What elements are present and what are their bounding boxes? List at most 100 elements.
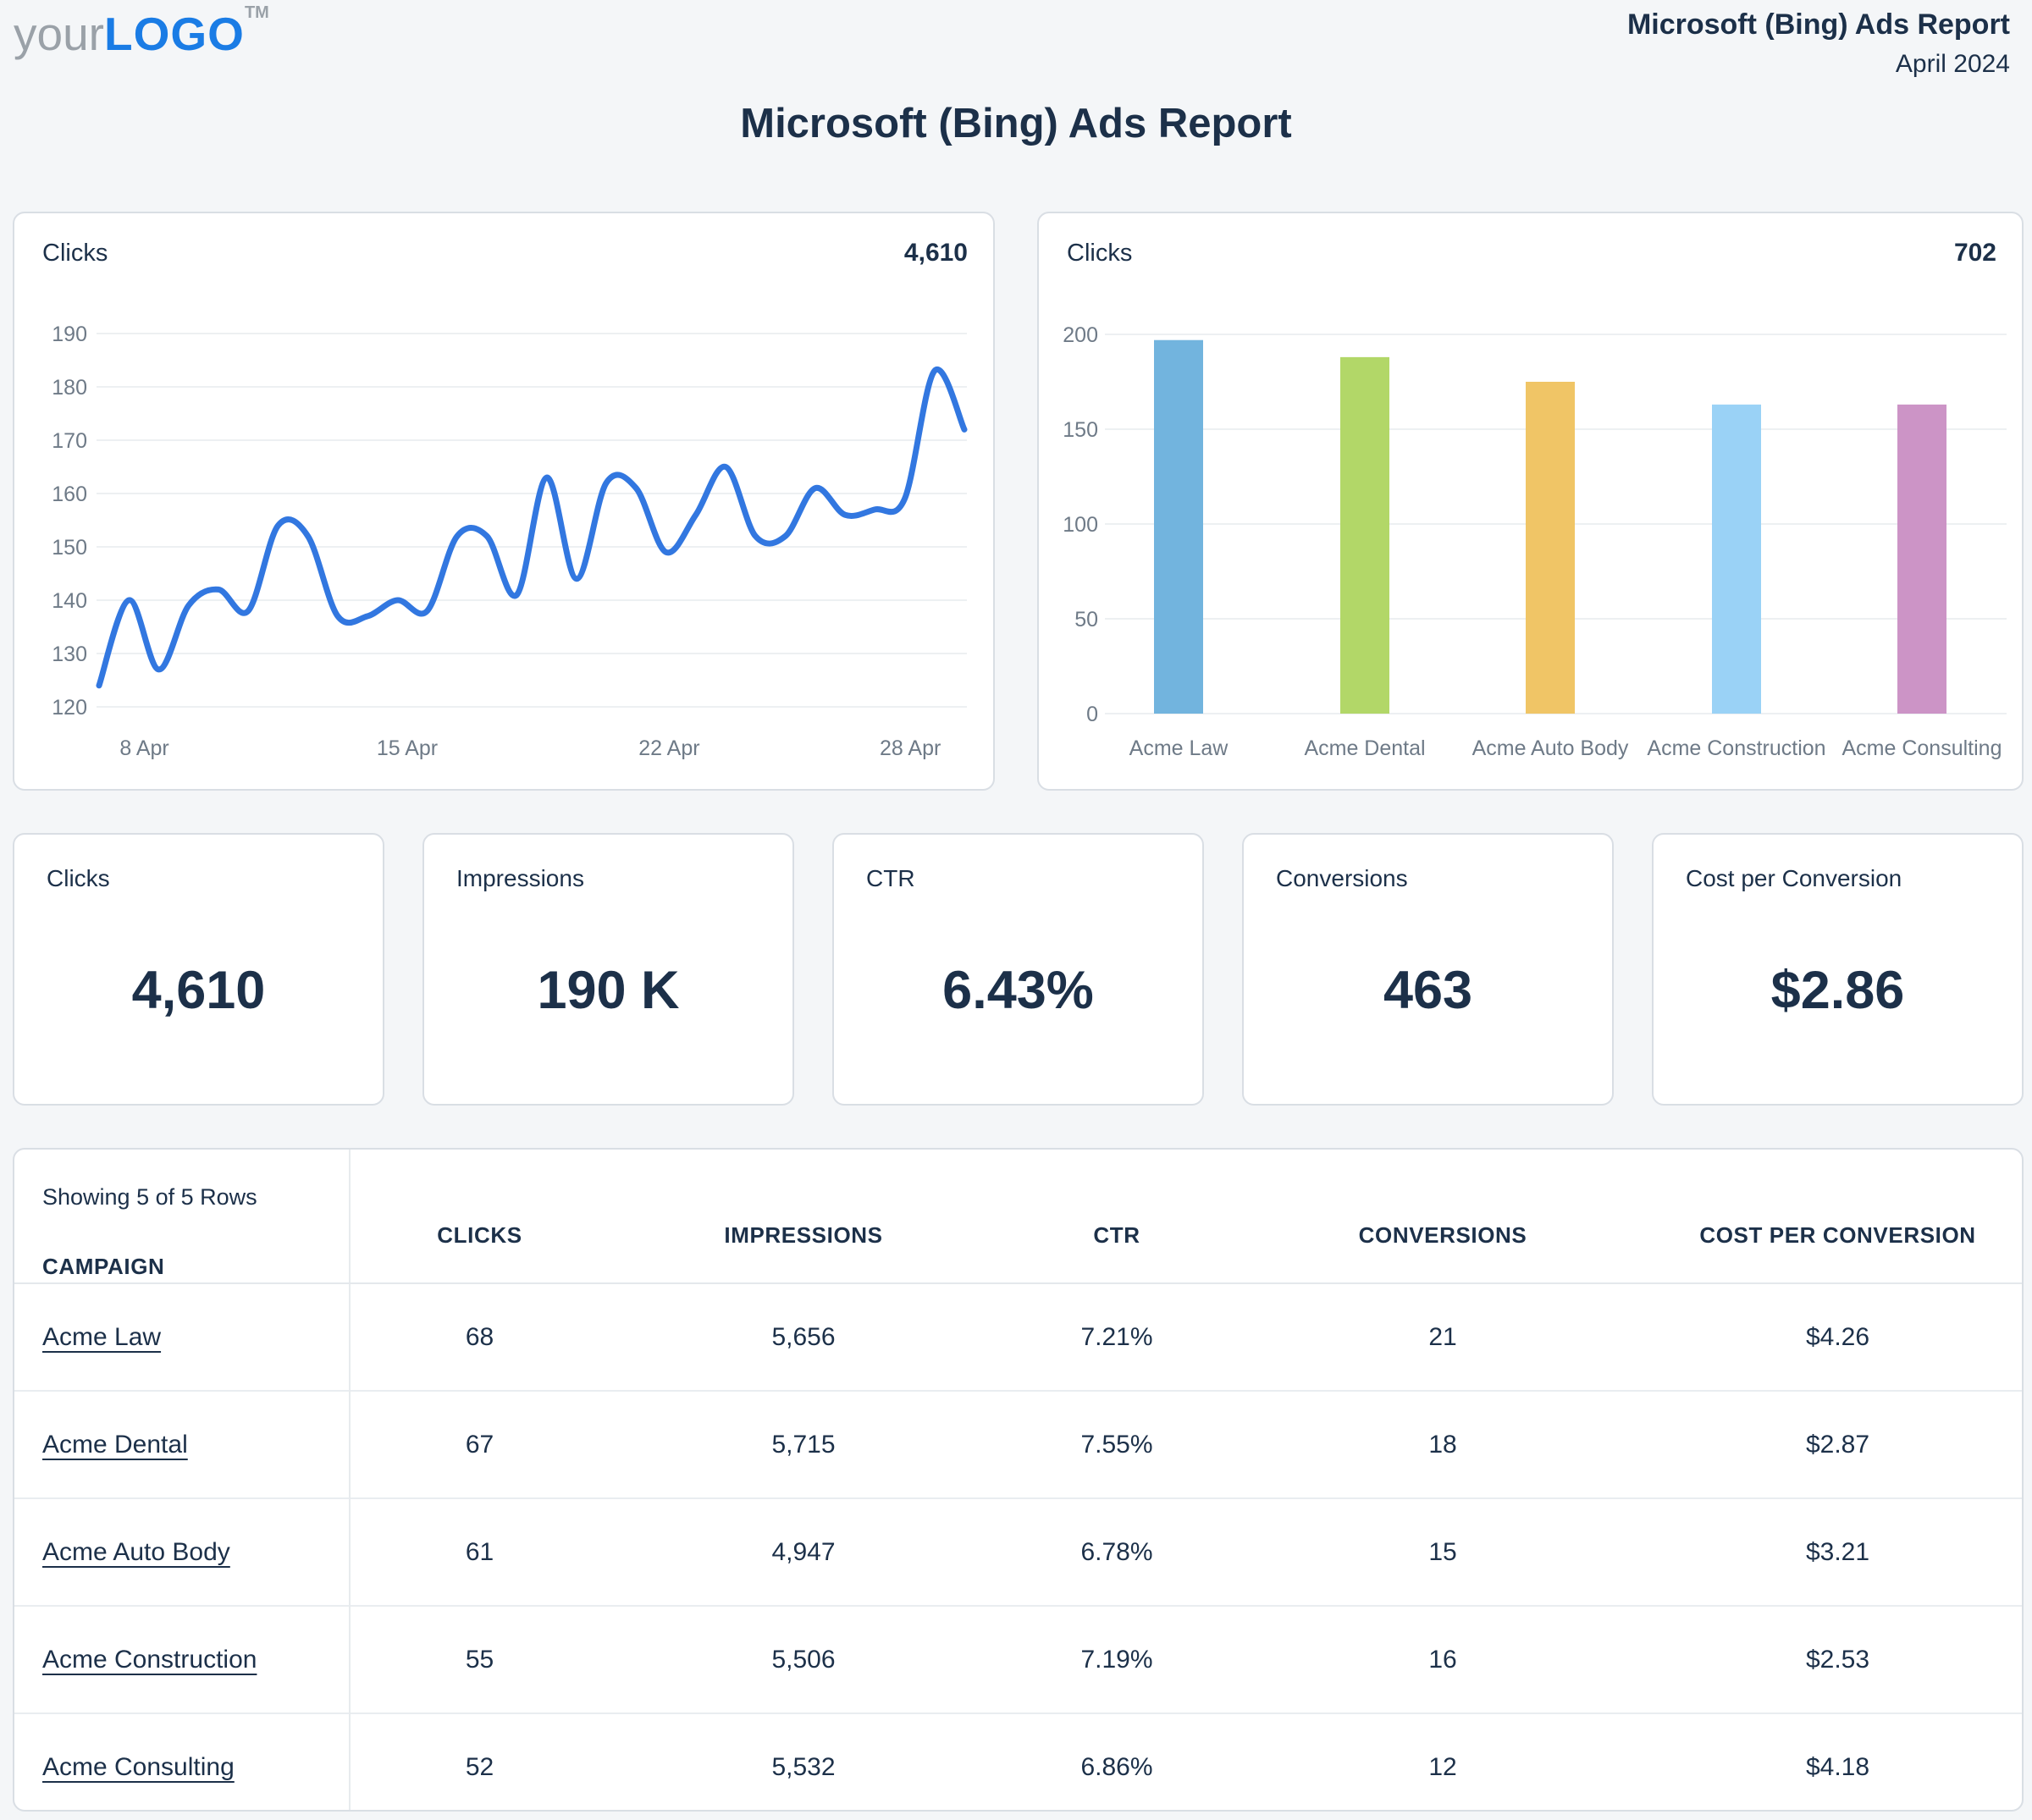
- cost-per-conversion-cell: $4.18: [1650, 1712, 2022, 1810]
- y-tick-label: 180: [52, 376, 87, 400]
- y-tick-label: 140: [52, 589, 87, 613]
- kpi-value: 463: [1383, 961, 1473, 1020]
- ctr-cell: 7.55%: [998, 1390, 1235, 1498]
- clicks-bar-chart: 200 150 100 50 0 Acme Law Acme Dental Acme Auto…: [1063, 323, 2007, 760]
- kpi-label: Cost per Conversion: [1686, 865, 1902, 891]
- campaign-table: Showing 5 of 5 Rows CAMPAIGN CLICKS IMPR…: [14, 1150, 2022, 1810]
- company-logo: yourLOGOTM: [14, 3, 269, 60]
- clicks-trend-line: [96, 366, 968, 689]
- ctr-cell: 6.86%: [998, 1712, 1235, 1810]
- y-tick-label: 130: [52, 643, 87, 666]
- top-header: yourLOGOTM Microsoft (Bing) Ads Report A…: [0, 0, 2032, 102]
- campaign-link-acme-dental[interactable]: Acme Dental: [42, 1430, 188, 1459]
- kpi-label: CTR: [866, 865, 915, 891]
- cost-per-conversion-cell: $2.87: [1650, 1390, 2022, 1498]
- column-header-conversions: CONVERSIONS: [1358, 1222, 1527, 1248]
- bar-acme-construction: [1712, 404, 1761, 714]
- header-report-title: Microsoft (Bing) Ads Report: [1626, 8, 2010, 41]
- bar-acme-auto-body: [1526, 382, 1575, 714]
- kpi-card-cost-per-conversion: Cost per Conversion $2.86: [1652, 833, 2024, 1106]
- x-category-label: Acme Dental: [1304, 736, 1425, 760]
- impressions-cell: 5,715: [609, 1390, 998, 1498]
- clicks-bar-chart-card: Clicks 702 200 150 100 50 0 Acme Law Acme Dent…: [1037, 212, 2024, 791]
- bar-acme-law: [1154, 339, 1203, 714]
- ctr-cell: 7.21%: [1080, 1322, 1153, 1351]
- clicks-line-chart-card: Clicks 4,610 190 180 170 160 150 140 130 120 8 A…: [13, 212, 995, 791]
- x-category-label: Acme Law: [1129, 736, 1229, 760]
- cost-per-conversion-cell: $4.26: [1805, 1322, 1870, 1351]
- table-row: Acme Auto Body 61 4,947 6.78% 15 $3.21: [14, 1497, 2022, 1606]
- kpi-card-conversions: Conversions 463: [1242, 833, 1614, 1106]
- logo-text-logo: LOGO: [104, 8, 245, 60]
- clicks-cell: 52: [350, 1712, 609, 1810]
- rows-count-status: Showing 5 of 5 Rows: [42, 1184, 257, 1210]
- kpi-row: Clicks 4,610 Impressions 190 K CTR 6.43%…: [13, 833, 2024, 1106]
- y-tick-label: 200: [1063, 323, 1098, 347]
- y-tick-label: 150: [52, 536, 87, 560]
- clicks-cell: 68: [465, 1322, 494, 1351]
- table-row: Acme Dental 67 5,715 7.55% 18 $2.87: [14, 1390, 2022, 1498]
- x-category-label: Acme Consulting: [1842, 736, 2002, 760]
- impressions-cell: 5,532: [609, 1712, 998, 1810]
- y-tick-label: 120: [52, 696, 87, 720]
- kpi-card-ctr: CTR 6.43%: [832, 833, 1204, 1106]
- campaign-table-card: Showing 5 of 5 Rows CAMPAIGN CLICKS IMPR…: [13, 1148, 2024, 1812]
- kpi-card-clicks: Clicks 4,610: [13, 833, 384, 1106]
- bar-chart-total: 702: [1953, 239, 1996, 267]
- impressions-cell: 4,947: [609, 1497, 998, 1606]
- header-meta: Microsoft (Bing) Ads Report April 2024: [1627, 8, 2010, 79]
- clicks-cell: 55: [350, 1605, 609, 1713]
- x-tick-label: 15 Apr: [377, 736, 438, 760]
- campaign-link-acme-construction[interactable]: Acme Construction: [42, 1645, 257, 1674]
- column-header-clicks: CLICKS: [437, 1222, 522, 1248]
- logo-trademark: TM: [244, 3, 269, 22]
- kpi-label: Clicks: [47, 865, 110, 891]
- campaign-link-acme-consulting[interactable]: Acme Consulting: [42, 1752, 235, 1781]
- clicks-cell: 61: [350, 1497, 609, 1606]
- y-tick-label: 190: [52, 323, 87, 346]
- y-tick-label: 100: [1063, 513, 1098, 537]
- kpi-value: 6.43%: [942, 961, 1094, 1020]
- x-tick-label: 22 Apr: [638, 736, 699, 760]
- bar-chart-header: Clicks 702: [1067, 239, 1996, 267]
- conversions-cell: 21: [1428, 1322, 1457, 1351]
- impressions-cell: 5,506: [609, 1605, 998, 1713]
- bar-chart-title: Clicks: [1067, 240, 1133, 267]
- line-chart-title: Clicks: [42, 240, 108, 267]
- campaign-link-acme-law[interactable]: Acme Law: [42, 1322, 162, 1351]
- x-category-label: Acme Construction: [1647, 736, 1825, 760]
- table-row: Acme Consulting 52 5,532 6.86% 12 $4.18: [14, 1712, 2022, 1810]
- y-tick-label: 0: [1086, 703, 1098, 726]
- cost-per-conversion-cell: $3.21: [1650, 1497, 2022, 1606]
- clicks-line-chart: 190 180 170 160 150 140 130 120 8 Apr 15 Apr 22 Ap…: [52, 323, 968, 760]
- ctr-cell: 6.78%: [998, 1497, 1235, 1606]
- charts-row: Clicks 4,610 190 180 170 160 150 140 130 120 8 A…: [13, 212, 2024, 791]
- conversions-cell: 18: [1235, 1390, 1650, 1498]
- x-tick-label: 28 Apr: [880, 736, 941, 760]
- line-chart-header: Clicks 4,610: [42, 239, 968, 267]
- y-tick-label: 170: [52, 429, 87, 453]
- column-header-impressions: IMPRESSIONS: [724, 1222, 883, 1248]
- kpi-card-impressions: Impressions 190 K: [422, 833, 794, 1106]
- header-report-period: April 2024: [1895, 50, 2010, 78]
- y-tick-label: 160: [52, 483, 87, 506]
- y-tick-label: 50: [1074, 608, 1098, 631]
- kpi-label: Impressions: [456, 865, 584, 891]
- bar-acme-dental: [1340, 356, 1389, 714]
- ctr-cell: 7.19%: [998, 1605, 1235, 1713]
- campaign-link-acme-auto-body[interactable]: Acme Auto Body: [42, 1537, 230, 1566]
- table-header-row: Showing 5 of 5 Rows CAMPAIGN CLICKS IMPR…: [14, 1150, 2022, 1284]
- conversions-cell: 16: [1235, 1605, 1650, 1713]
- kpi-value: $2.86: [1770, 961, 1905, 1020]
- bar-acme-consulting: [1897, 404, 1946, 714]
- kpi-value: 190 K: [537, 961, 680, 1020]
- impressions-cell: 5,656: [771, 1322, 836, 1351]
- conversions-cell: 12: [1235, 1712, 1650, 1810]
- cost-per-conversion-cell: $2.53: [1650, 1605, 2022, 1713]
- kpi-label: Conversions: [1276, 865, 1408, 891]
- column-header-cost-per-conversion: COST PER CONVERSION: [1699, 1222, 1976, 1248]
- table-row: Acme Law 68 5,656 7.21% 21 $4.26: [14, 1283, 2022, 1391]
- x-tick-label: 8 Apr: [119, 736, 168, 760]
- column-header-campaign: CAMPAIGN: [42, 1254, 165, 1279]
